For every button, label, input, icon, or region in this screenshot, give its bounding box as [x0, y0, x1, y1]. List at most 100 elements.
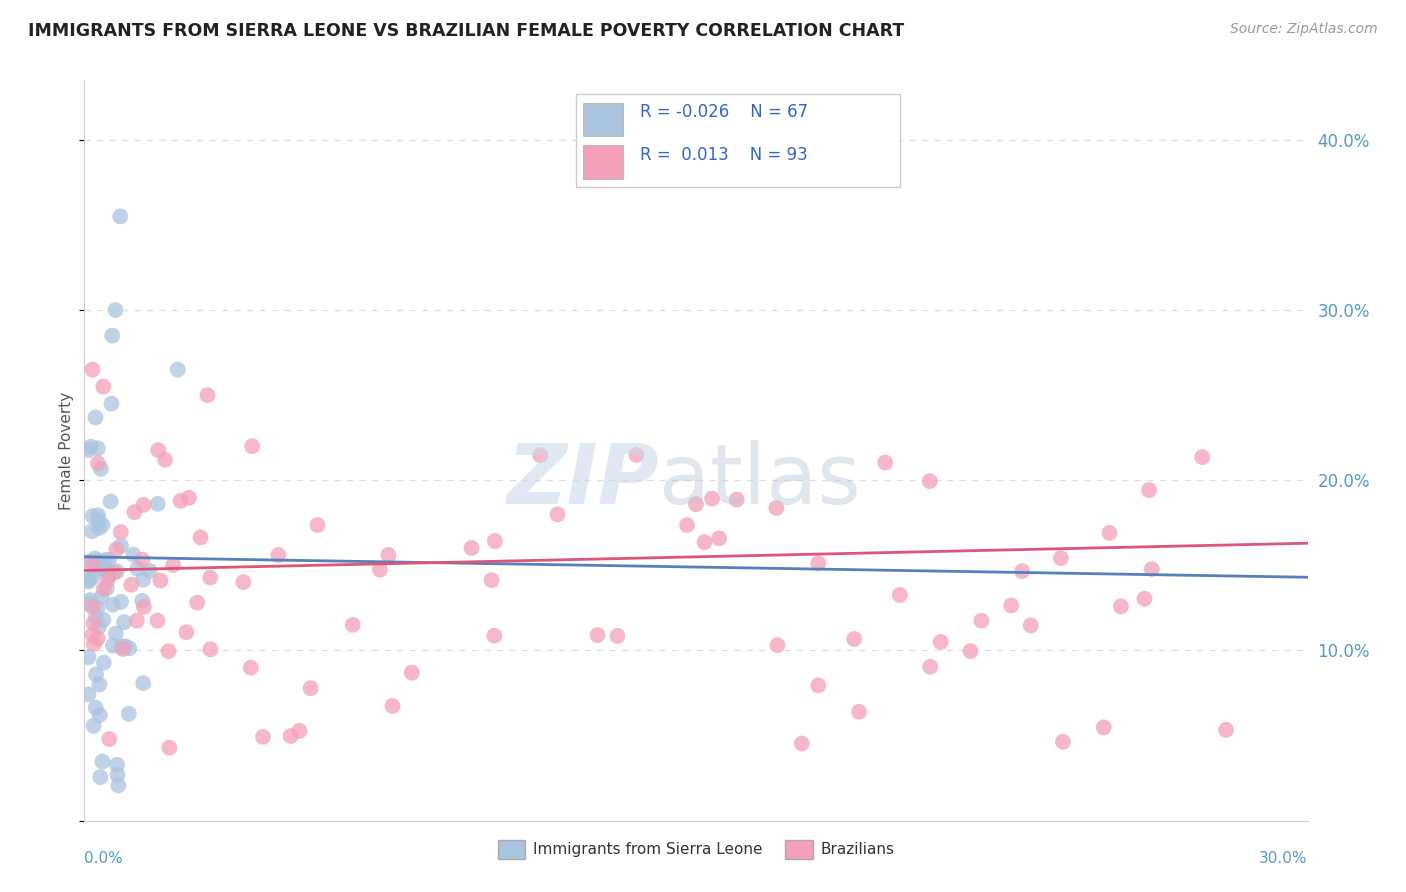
Point [586, 628, 609, 642]
Point [125, 614, 148, 628]
Point [104, 303, 127, 318]
Point [93, 562, 115, 576]
Point [197, 388, 219, 402]
Point [920, 659, 942, 673]
Point [132, 498, 155, 512]
Point [959, 644, 981, 658]
Point [918, 474, 941, 488]
Legend: Immigrants from Sierra Leone, Brazilians: Immigrants from Sierra Leone, Brazilians [492, 834, 900, 865]
Point [707, 532, 730, 546]
Point [79, 593, 101, 607]
Point [110, 539, 132, 553]
Point [82, 628, 104, 642]
Point [1019, 618, 1042, 632]
Point [929, 635, 952, 649]
Point [239, 660, 262, 674]
Point [87, 456, 110, 470]
Point [1140, 562, 1163, 576]
Point [89, 677, 111, 691]
Point [807, 557, 830, 571]
Point [166, 362, 188, 376]
Point [725, 492, 748, 507]
Point [90, 590, 112, 604]
Point [177, 491, 200, 505]
Point [157, 740, 180, 755]
Point [267, 548, 290, 562]
Point [288, 723, 311, 738]
Point [87, 513, 110, 527]
Point [110, 524, 132, 539]
Point [484, 629, 506, 643]
Point [104, 626, 127, 640]
Point [162, 558, 184, 573]
Point [157, 644, 180, 658]
Point [299, 681, 322, 696]
Point [765, 500, 787, 515]
Point [149, 574, 172, 588]
Point [139, 564, 162, 578]
Point [232, 575, 254, 590]
Point [176, 625, 198, 640]
Point [1050, 551, 1073, 566]
Text: R = -0.026    N = 67: R = -0.026 N = 67 [640, 103, 808, 121]
Point [93, 656, 115, 670]
Point [90, 462, 112, 476]
Point [100, 397, 122, 411]
Point [103, 566, 125, 580]
Point [83, 719, 105, 733]
Point [77, 442, 100, 457]
Point [91, 755, 114, 769]
Point [132, 573, 155, 587]
Point [86, 601, 108, 615]
Point [685, 497, 707, 511]
Point [1109, 599, 1132, 614]
Point [132, 676, 155, 690]
Point [105, 564, 128, 578]
Point [111, 641, 134, 656]
Point [91, 518, 114, 533]
Point [401, 665, 423, 680]
Point [848, 705, 870, 719]
Point [889, 588, 911, 602]
Point [766, 638, 789, 652]
Point [124, 505, 146, 519]
Point [252, 730, 274, 744]
Point [94, 553, 117, 567]
Point [82, 509, 104, 524]
Point [484, 534, 506, 549]
Point [98, 732, 121, 747]
Point [84, 410, 107, 425]
Point [82, 616, 104, 631]
Point [170, 493, 193, 508]
Point [105, 757, 128, 772]
Point [606, 629, 628, 643]
Point [77, 596, 100, 610]
Point [131, 552, 153, 566]
Point [844, 632, 866, 646]
Point [96, 582, 118, 596]
Point [80, 440, 103, 454]
Point [80, 524, 103, 538]
Point [112, 615, 135, 630]
Point [190, 530, 212, 544]
Point [93, 582, 115, 596]
Point [110, 595, 132, 609]
Point [132, 599, 155, 614]
Point [84, 610, 107, 624]
Point [127, 562, 149, 576]
Text: ZIP: ZIP [506, 440, 659, 521]
Point [146, 614, 169, 628]
Point [84, 667, 107, 681]
Point [107, 778, 129, 792]
Point [82, 362, 104, 376]
Point [82, 570, 104, 584]
Point [118, 641, 141, 656]
Point [368, 563, 391, 577]
Point [77, 688, 100, 702]
Point [1011, 564, 1033, 578]
Point [90, 562, 112, 576]
Text: 30.0%: 30.0% [1260, 851, 1308, 866]
Text: R =  0.013    N = 93: R = 0.013 N = 93 [640, 146, 807, 164]
Point [381, 698, 404, 713]
Point [626, 448, 648, 462]
